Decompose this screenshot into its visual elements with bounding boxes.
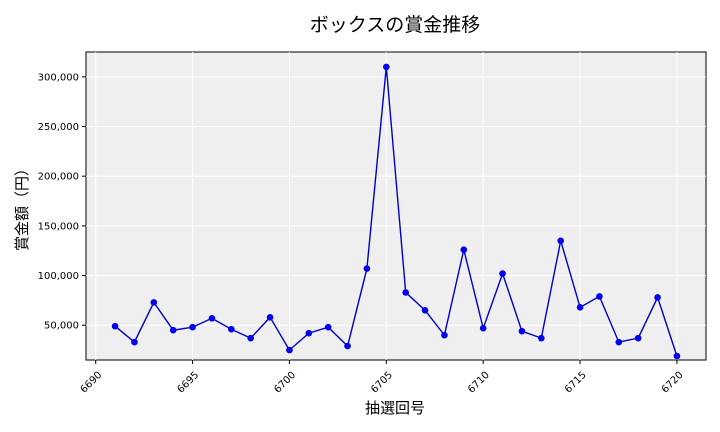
data-point xyxy=(654,294,661,301)
x-tick-label: 6700 xyxy=(272,370,298,396)
data-point xyxy=(596,293,603,300)
data-point xyxy=(460,246,468,254)
data-point xyxy=(363,265,371,272)
data-point xyxy=(383,63,390,71)
data-point xyxy=(208,314,216,322)
y-axis-title: 賞金額（円） xyxy=(13,161,31,251)
data-point xyxy=(131,338,138,346)
data-point xyxy=(441,331,448,339)
data-point xyxy=(576,304,584,311)
y-tick-label: 100,000 xyxy=(38,271,79,282)
x-tick-label: 6695 xyxy=(175,370,201,396)
data-point xyxy=(189,323,196,331)
data-point xyxy=(324,323,332,331)
x-axis: 6690 6695 6700 6705 6710 6715 6720 xyxy=(79,360,686,395)
x-tick-label: 6690 xyxy=(79,370,105,396)
data-point xyxy=(305,329,313,337)
y-tick-label: 150,000 xyxy=(38,221,79,232)
x-tick-label: 6705 xyxy=(369,370,395,396)
y-tick-label: 50,000 xyxy=(44,321,79,332)
data-point xyxy=(247,334,254,342)
data-point xyxy=(557,237,564,245)
data-point xyxy=(402,289,409,296)
data-point xyxy=(615,338,623,346)
x-axis-title: 抽選回号 xyxy=(365,399,425,417)
data-point xyxy=(634,334,642,342)
data-point xyxy=(286,346,293,354)
y-axis: 50,000 100,000 150,000 200,000 250,000 300,00… xyxy=(38,72,86,332)
data-point xyxy=(538,334,545,342)
grid xyxy=(86,52,706,360)
data-point xyxy=(499,270,506,277)
data-point xyxy=(518,327,526,335)
series-polyline xyxy=(114,66,678,357)
y-tick-label: 200,000 xyxy=(38,172,79,183)
data-point xyxy=(169,326,177,334)
x-tick-label: 6720 xyxy=(660,370,686,396)
data-point xyxy=(228,325,235,333)
data-point xyxy=(111,322,119,330)
y-tick-label: 300,000 xyxy=(38,72,79,83)
series-line xyxy=(111,63,681,360)
x-tick-label: 6715 xyxy=(563,370,589,396)
x-tick-label: 6710 xyxy=(466,370,492,396)
data-point xyxy=(266,313,274,321)
data-point xyxy=(150,299,158,306)
data-point xyxy=(421,307,429,314)
data-point xyxy=(673,352,681,360)
chart-title: ボックスの賞金推移 xyxy=(310,14,480,36)
data-point xyxy=(479,324,487,332)
plot-area xyxy=(85,51,707,361)
data-point xyxy=(344,342,351,350)
y-tick-label: 250,000 xyxy=(38,122,79,133)
